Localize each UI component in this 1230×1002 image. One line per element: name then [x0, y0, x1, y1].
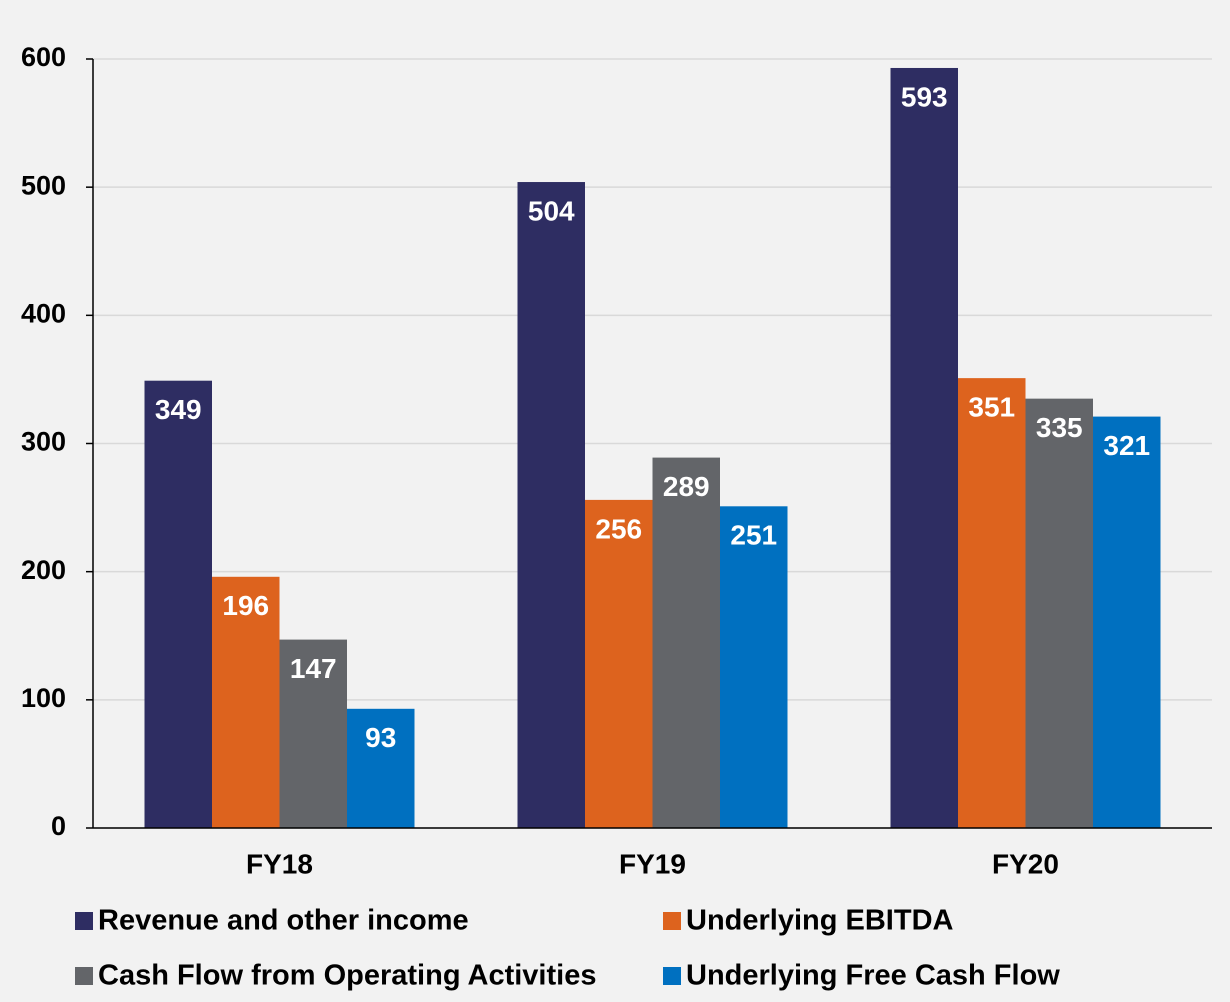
y-tick-label: 300	[21, 427, 66, 457]
bar	[890, 67, 958, 828]
x-tick-label: FY19	[619, 848, 686, 879]
legend-label: Underlying Free Cash Flow	[686, 960, 1060, 992]
data-label: 335	[1036, 412, 1083, 443]
legend-label: Cash Flow from Operating Activities	[98, 960, 596, 992]
y-tick-label: 400	[21, 298, 66, 328]
legend-swatch	[75, 967, 93, 985]
y-tick-label: 0	[51, 811, 66, 841]
legend-label: Revenue and other income	[98, 905, 469, 937]
legend-swatch	[75, 912, 93, 930]
bar	[212, 576, 280, 828]
data-label: 504	[528, 195, 575, 226]
x-tick-label: FY18	[246, 848, 313, 879]
legend-swatch	[663, 967, 681, 985]
data-label: 289	[663, 471, 710, 502]
bar	[720, 506, 788, 828]
data-label: 251	[730, 520, 777, 551]
bar	[144, 380, 212, 828]
bar	[958, 378, 1026, 828]
bar	[1025, 398, 1093, 828]
bar	[517, 182, 585, 829]
bar	[279, 639, 347, 828]
y-tick-label: 600	[21, 42, 66, 72]
data-label: 93	[365, 722, 396, 753]
data-label: 351	[968, 392, 1015, 423]
y-tick-label: 100	[21, 683, 66, 713]
bar	[1093, 416, 1161, 828]
legend-label: Underlying EBITDA	[686, 905, 954, 937]
y-tick-label: 200	[21, 555, 66, 585]
legend-swatch	[663, 912, 681, 930]
data-label: 321	[1103, 430, 1150, 461]
data-label: 349	[155, 394, 202, 425]
data-label: 147	[290, 653, 337, 684]
x-tick-label: FY20	[992, 848, 1059, 879]
data-label: 196	[222, 590, 269, 621]
data-label: 256	[595, 513, 642, 544]
bar	[347, 708, 415, 828]
bar	[652, 457, 720, 828]
data-label: 593	[901, 81, 948, 112]
bar	[585, 499, 653, 828]
y-tick-label: 500	[21, 170, 66, 200]
